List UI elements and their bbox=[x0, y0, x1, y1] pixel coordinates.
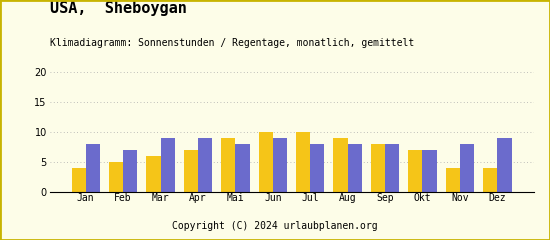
Bar bbox=[184, 150, 198, 192]
Bar bbox=[446, 168, 460, 192]
Bar bbox=[408, 150, 422, 192]
Bar bbox=[371, 144, 385, 192]
Bar bbox=[273, 138, 287, 192]
Bar bbox=[296, 132, 310, 192]
Bar bbox=[235, 144, 250, 192]
Bar bbox=[123, 150, 138, 192]
Text: Klimadiagramm: Sonnenstunden / Regentage, monatlich, gemittelt: Klimadiagramm: Sonnenstunden / Regentage… bbox=[50, 38, 414, 48]
Bar bbox=[333, 138, 348, 192]
Bar bbox=[86, 144, 100, 192]
Bar bbox=[483, 168, 497, 192]
Bar bbox=[460, 144, 474, 192]
Bar bbox=[109, 162, 123, 192]
Bar bbox=[72, 168, 86, 192]
Bar bbox=[161, 138, 175, 192]
Bar bbox=[385, 144, 399, 192]
Bar bbox=[258, 132, 273, 192]
Bar bbox=[198, 138, 212, 192]
Bar bbox=[146, 156, 161, 192]
Bar bbox=[422, 150, 437, 192]
Bar bbox=[221, 138, 235, 192]
Bar bbox=[310, 144, 324, 192]
Text: Copyright (C) 2024 urlaubplanen.org: Copyright (C) 2024 urlaubplanen.org bbox=[172, 221, 378, 231]
Bar bbox=[348, 144, 362, 192]
Text: USA,  Sheboygan: USA, Sheboygan bbox=[50, 1, 186, 16]
Bar bbox=[497, 138, 512, 192]
